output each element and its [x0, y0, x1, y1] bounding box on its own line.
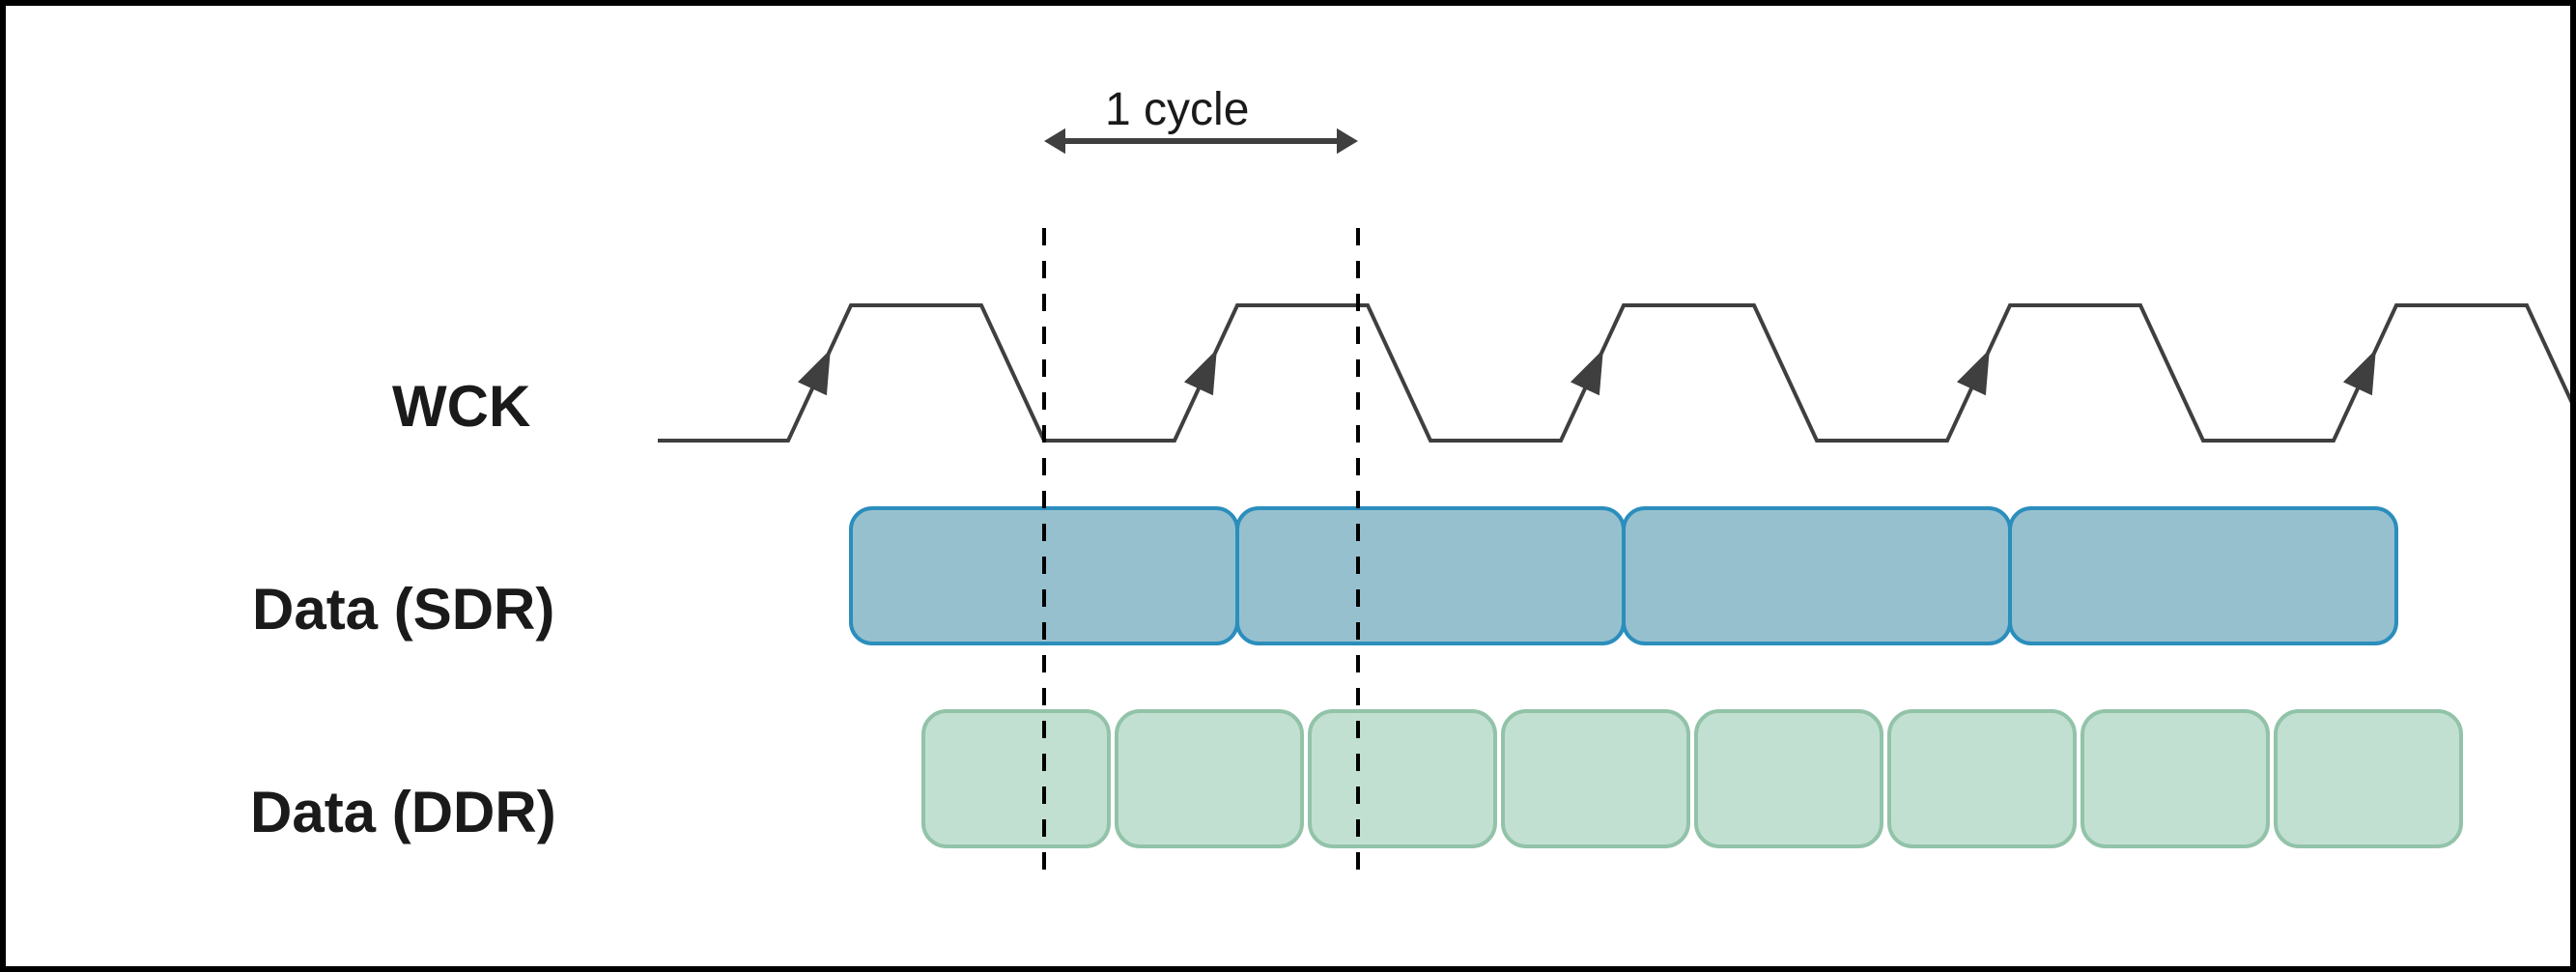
clock-waveform	[658, 305, 2570, 441]
ddr-block	[923, 711, 1109, 846]
sdr-block	[1624, 508, 2010, 643]
sdr-row	[851, 508, 2396, 643]
ddr-block	[2276, 711, 2461, 846]
clock-row	[658, 305, 2570, 441]
ddr-block	[1696, 711, 1882, 846]
ddr-row	[923, 711, 2461, 846]
diagram-svg	[6, 6, 2570, 966]
ddr-block	[1889, 711, 2075, 846]
sdr-block	[1237, 508, 1624, 643]
arrow-right-icon	[1337, 129, 1358, 154]
ddr-block	[1503, 711, 1688, 846]
ddr-block	[2082, 711, 2268, 846]
ddr-block	[1117, 711, 1302, 846]
sdr-block	[2010, 508, 2396, 643]
diagram-frame: WCK Data (SDR) Data (DDR) 1 cycle	[0, 0, 2576, 972]
ddr-block	[1310, 711, 1495, 846]
cycle-arrow	[1044, 129, 1358, 154]
arrow-left-icon	[1044, 129, 1065, 154]
